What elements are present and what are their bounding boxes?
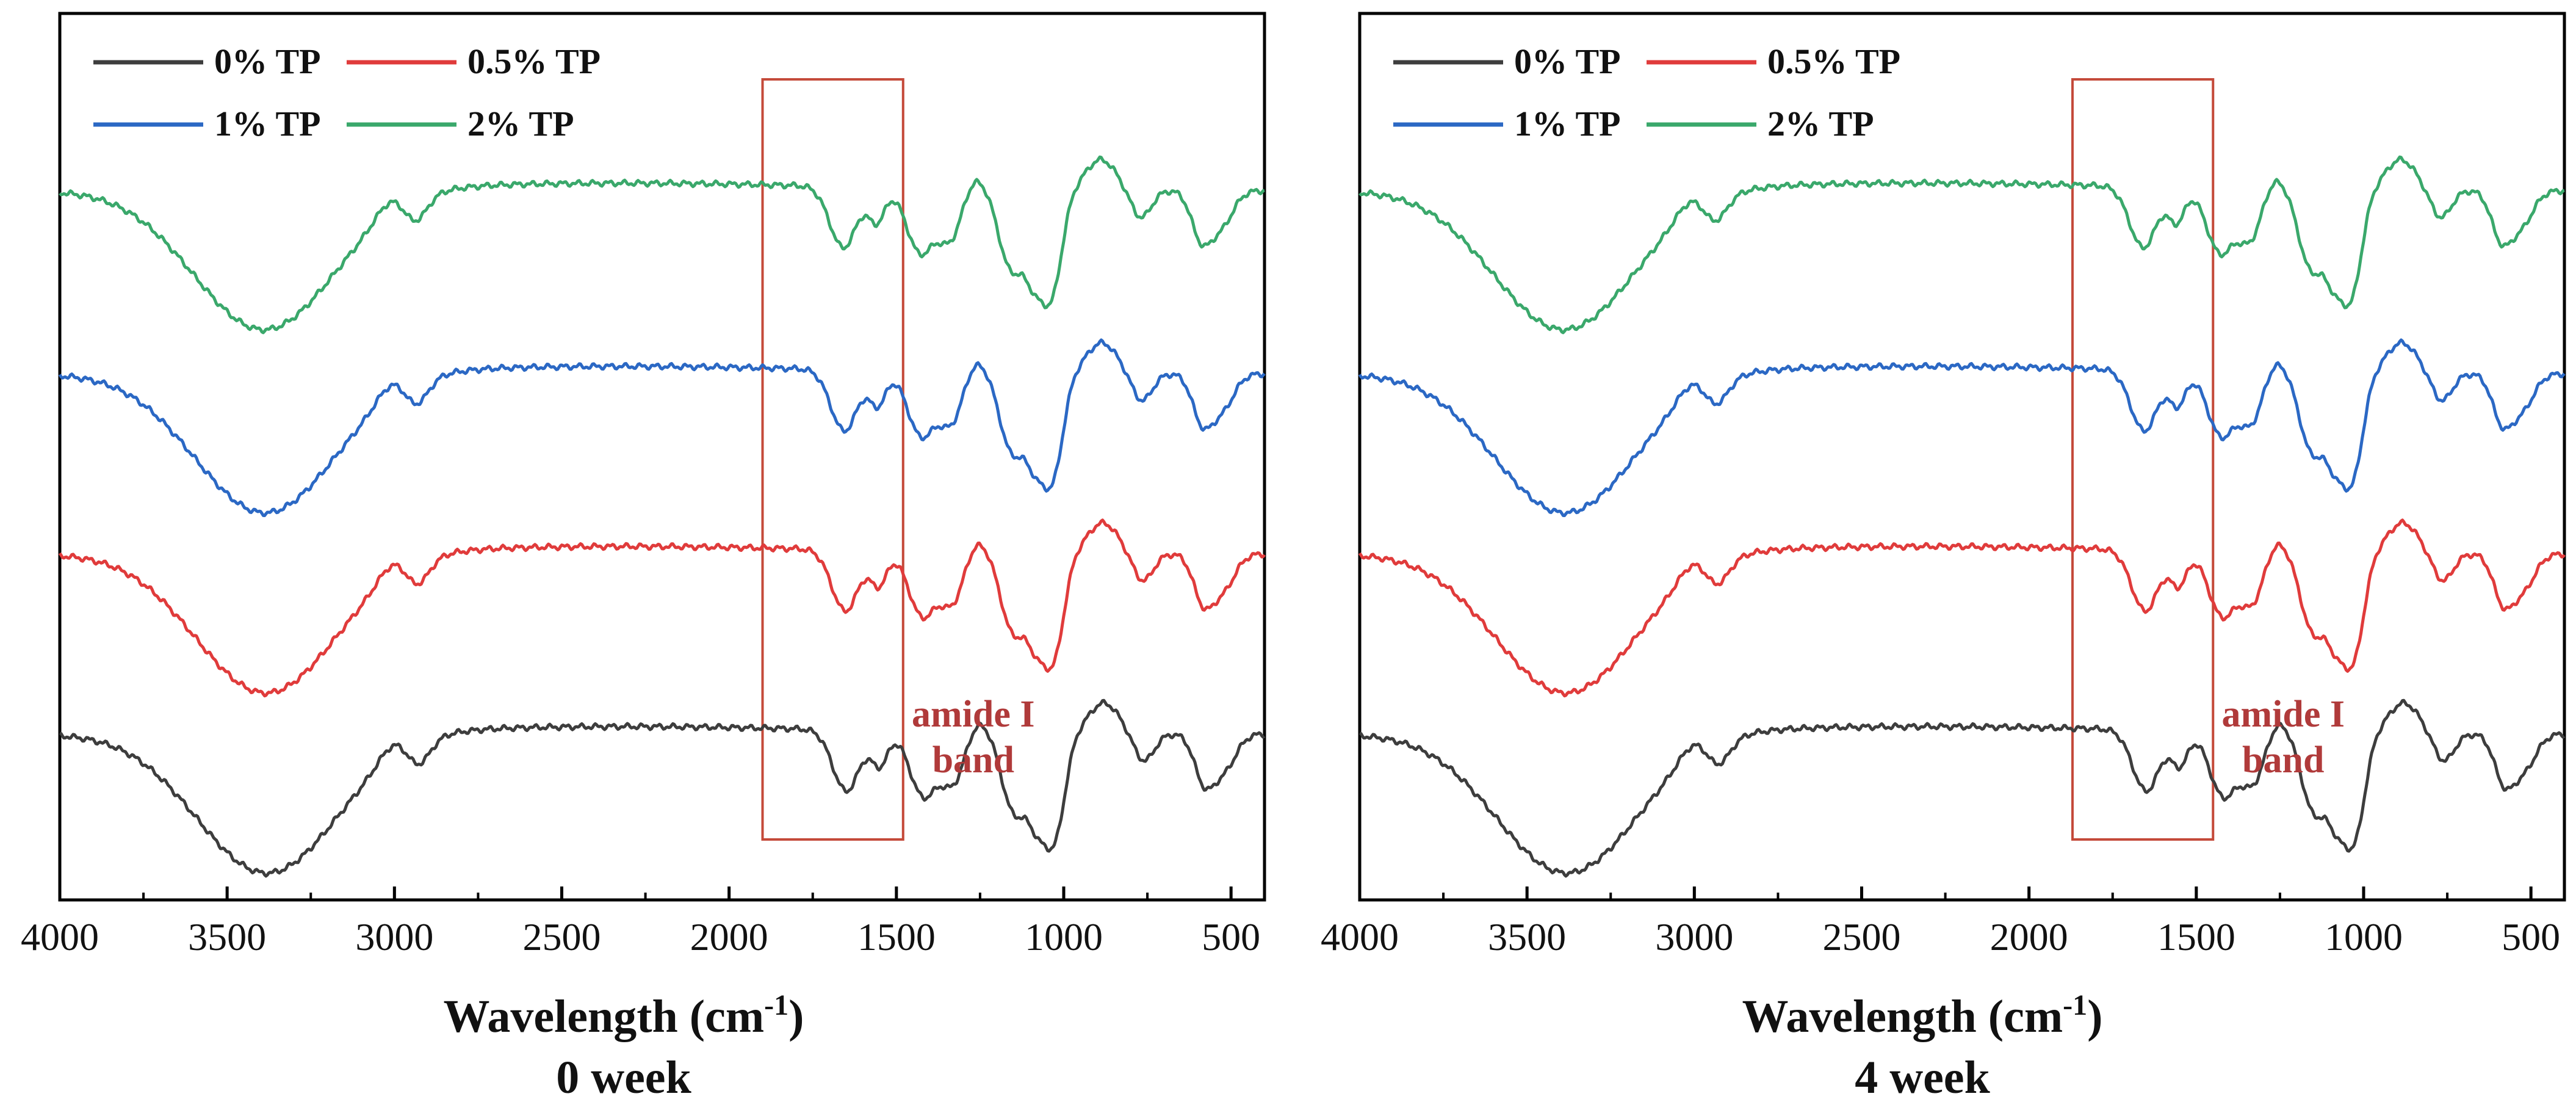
series-line-2TP — [59, 155, 1265, 335]
amide-annotation: band — [2242, 739, 2324, 781]
panel-1: 4000 3500 3000 2500 2000 1500 1000 500 0% TP 0.5%… — [21, 12, 1266, 1103]
panel-caption: 0 week — [556, 1052, 691, 1103]
x-axis-title: Wavelength (cm-1) — [444, 989, 804, 1042]
x-axis-title: Wavelength (cm-1) — [1742, 989, 2103, 1042]
plot-frame — [58, 12, 1266, 902]
x-tick-label: 4000 — [21, 915, 99, 959]
legend-label: 1% TP — [1514, 104, 1621, 143]
x-tick-label: 2000 — [690, 915, 768, 959]
x-tick-label: 3000 — [355, 915, 433, 959]
amide-highlight-box — [2071, 78, 2215, 841]
x-tick-label: 4000 — [1321, 915, 1399, 959]
x-tick-label: 3000 — [1655, 915, 1733, 959]
x-tick-label: 500 — [1202, 915, 1260, 959]
plot-frame — [1358, 12, 2566, 902]
amide-annotation: amide I — [912, 694, 1035, 735]
panel-caption: 4 week — [1855, 1052, 1990, 1103]
series-line-0TP — [1359, 698, 2566, 878]
x-tick-label: 500 — [2502, 915, 2560, 959]
legend: 0% TP 0.5% TP 1% TP 2% TP — [93, 42, 601, 143]
legend-label: 0.5% TP — [1767, 42, 1900, 81]
series-line-1TP — [58, 338, 1266, 517]
x-tick-label: 1000 — [2325, 915, 2403, 959]
x-tick-label: 1000 — [1025, 915, 1103, 959]
series-line-2TP — [1358, 155, 2565, 335]
legend-label: 2% TP — [467, 104, 574, 143]
series-line-05TP — [58, 518, 1266, 698]
series-line-1TP — [1358, 338, 2566, 517]
x-tick-label: 3500 — [1488, 915, 1566, 959]
legend-label: 0.5% TP — [467, 42, 601, 81]
x-tick-label: 1500 — [857, 915, 936, 959]
amide-annotation: band — [933, 739, 1014, 781]
legend: 0% TP 0.5% TP 1% TP 2% TP — [1393, 42, 1900, 143]
x-tick-label: 2500 — [1823, 915, 1901, 959]
x-tick-label: 3500 — [188, 915, 266, 959]
amide-annotation: amide I — [2222, 694, 2345, 735]
series-line-05TP — [1358, 518, 2566, 698]
amide-highlight-box — [761, 78, 904, 841]
series-line-0TP — [59, 698, 1266, 878]
x-tick-label: 2500 — [523, 915, 601, 959]
legend-label: 0% TP — [1514, 42, 1621, 81]
x-tick-label: 1500 — [2157, 915, 2235, 959]
legend-label: 0% TP — [214, 42, 321, 81]
panel-2: 4000 3500 3000 2500 2000 1500 1000 500 0% TP 0.5%… — [1321, 12, 2566, 1103]
x-tick-label: 2000 — [1990, 915, 2068, 959]
legend-label: 1% TP — [214, 104, 321, 143]
legend-label: 2% TP — [1767, 104, 1874, 143]
